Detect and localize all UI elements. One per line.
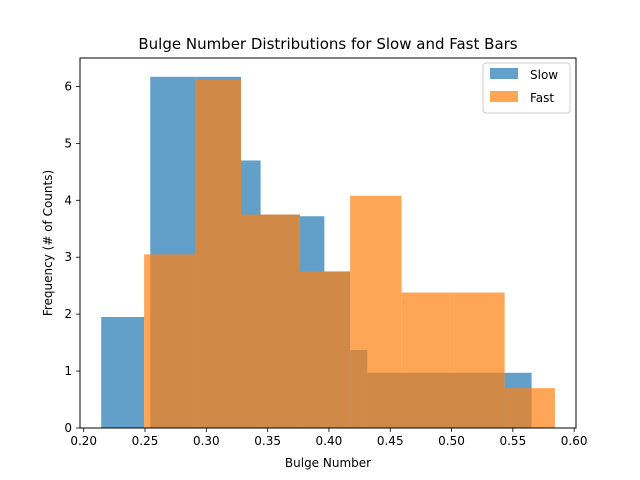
x-tick-label: 0.45: [377, 434, 404, 448]
bar-fast-1: [196, 80, 241, 428]
bar-fast-6: [453, 293, 505, 428]
bar-fast-4: [350, 196, 402, 428]
legend-swatch-slow: [490, 68, 518, 79]
y-tick-label: 6: [64, 79, 72, 93]
x-tick-label: 0.25: [132, 434, 159, 448]
y-tick-label: 1: [64, 364, 72, 378]
x-tick-label: 0.40: [316, 434, 343, 448]
bar-fast-5: [402, 293, 454, 428]
y-axis-label: Frequency (# of Counts): [41, 170, 55, 316]
x-tick-label: 0.20: [70, 434, 97, 448]
legend-label-fast: Fast: [530, 91, 554, 105]
x-axis-label: Bulge Number: [285, 456, 371, 470]
y-tick-label: 5: [64, 136, 72, 150]
x-tick-label: 0.35: [254, 434, 281, 448]
legend-swatch-fast: [490, 91, 518, 102]
bar-fast-3: [300, 271, 350, 428]
y-tick-label: 2: [64, 307, 72, 321]
y-tick-label: 3: [64, 250, 72, 264]
legend: Slow Fast: [483, 63, 570, 113]
x-tick-label: 0.60: [561, 434, 588, 448]
bar-fast-7: [505, 388, 555, 428]
bar-fast-0: [144, 254, 196, 428]
x-tick-label: 0.50: [438, 434, 465, 448]
chart-title: Bulge Number Distributions for Slow and …: [138, 35, 517, 53]
y-tick-label: 4: [64, 193, 72, 207]
x-tick-label: 0.30: [193, 434, 220, 448]
bar-slow-0: [101, 317, 144, 428]
x-tick-label: 0.55: [499, 434, 526, 448]
legend-label-slow: Slow: [530, 68, 558, 82]
bar-fast-2: [241, 215, 300, 428]
y-tick-label: 0: [64, 421, 72, 435]
